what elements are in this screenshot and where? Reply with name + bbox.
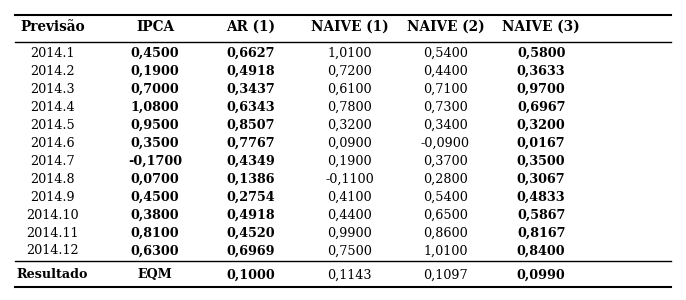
Text: 0,6500: 0,6500 xyxy=(423,208,468,222)
Text: 0,4349: 0,4349 xyxy=(226,155,275,168)
Text: 0,6627: 0,6627 xyxy=(226,47,275,60)
Text: 0,3067: 0,3067 xyxy=(517,173,565,186)
Text: 0,9900: 0,9900 xyxy=(327,226,372,239)
Text: 0,3200: 0,3200 xyxy=(517,119,565,132)
Text: IPCA: IPCA xyxy=(136,20,174,34)
Text: 0,5800: 0,5800 xyxy=(517,47,565,60)
Text: 2014.1: 2014.1 xyxy=(30,47,75,60)
Text: 0,5400: 0,5400 xyxy=(423,190,468,204)
Text: 0,8600: 0,8600 xyxy=(423,226,468,239)
Text: 0,0167: 0,0167 xyxy=(517,137,565,150)
Text: NAIVE (2): NAIVE (2) xyxy=(407,20,484,34)
Text: 0,1097: 0,1097 xyxy=(423,268,468,281)
Text: -0,1100: -0,1100 xyxy=(325,173,374,186)
Text: 0,4918: 0,4918 xyxy=(226,208,275,222)
Text: 0,9700: 0,9700 xyxy=(517,83,565,96)
Text: 0,0900: 0,0900 xyxy=(327,137,372,150)
Text: 0,4400: 0,4400 xyxy=(423,65,468,78)
Text: 0,4500: 0,4500 xyxy=(131,190,180,204)
Text: 0,7767: 0,7767 xyxy=(226,137,275,150)
Text: 0,7500: 0,7500 xyxy=(327,244,372,257)
Text: 0,1900: 0,1900 xyxy=(327,155,372,168)
Text: 2014.7: 2014.7 xyxy=(30,155,75,168)
Text: 0,8400: 0,8400 xyxy=(517,244,565,257)
Text: EQM: EQM xyxy=(138,268,172,281)
Text: 0,1000: 0,1000 xyxy=(226,268,275,281)
Text: 2014.9: 2014.9 xyxy=(30,190,75,204)
Text: 0,4833: 0,4833 xyxy=(517,190,565,204)
Text: 0,9500: 0,9500 xyxy=(131,119,180,132)
Text: -0,0900: -0,0900 xyxy=(421,137,470,150)
Text: 0,3400: 0,3400 xyxy=(423,119,468,132)
Text: 2014.5: 2014.5 xyxy=(30,119,75,132)
Text: 0,3800: 0,3800 xyxy=(131,208,180,222)
Text: 0,1386: 0,1386 xyxy=(226,173,275,186)
Text: NAIVE (1): NAIVE (1) xyxy=(311,20,389,34)
Text: 0,2754: 0,2754 xyxy=(226,190,275,204)
Text: 0,4400: 0,4400 xyxy=(327,208,372,222)
Text: 0,6100: 0,6100 xyxy=(327,83,372,96)
Text: 0,8167: 0,8167 xyxy=(517,226,565,239)
Text: 0,3200: 0,3200 xyxy=(327,119,372,132)
Text: 0,0700: 0,0700 xyxy=(131,173,180,186)
Text: 0,6343: 0,6343 xyxy=(226,101,275,114)
Text: Resultado: Resultado xyxy=(17,268,88,281)
Text: 0,4100: 0,4100 xyxy=(327,190,372,204)
Text: 0,8100: 0,8100 xyxy=(131,226,180,239)
Text: -0,1700: -0,1700 xyxy=(128,155,182,168)
Text: 0,5867: 0,5867 xyxy=(517,208,565,222)
Text: 2014.3: 2014.3 xyxy=(30,83,75,96)
Text: 0,7000: 0,7000 xyxy=(131,83,180,96)
Text: 0,8507: 0,8507 xyxy=(226,119,275,132)
Text: AR (1): AR (1) xyxy=(226,20,275,34)
Text: 0,2800: 0,2800 xyxy=(423,173,468,186)
Text: 0,7100: 0,7100 xyxy=(423,83,468,96)
Text: 2014.4: 2014.4 xyxy=(30,101,75,114)
Text: 2014.11: 2014.11 xyxy=(26,226,79,239)
Text: 0,4500: 0,4500 xyxy=(131,47,180,60)
Text: 0,7800: 0,7800 xyxy=(327,101,372,114)
Text: 0,3700: 0,3700 xyxy=(423,155,468,168)
Text: 2014.2: 2014.2 xyxy=(30,65,75,78)
Text: 0,7300: 0,7300 xyxy=(423,101,468,114)
Text: 0,7200: 0,7200 xyxy=(327,65,372,78)
Text: 0,6969: 0,6969 xyxy=(226,244,275,257)
Text: 0,1900: 0,1900 xyxy=(131,65,180,78)
Text: 0,0990: 0,0990 xyxy=(517,268,565,281)
Text: 1,0100: 1,0100 xyxy=(328,47,372,60)
Text: 0,4918: 0,4918 xyxy=(226,65,275,78)
Text: 0,3500: 0,3500 xyxy=(517,155,565,168)
Text: 1,0100: 1,0100 xyxy=(423,244,468,257)
Text: 0,1143: 0,1143 xyxy=(328,268,372,281)
Text: 0,3633: 0,3633 xyxy=(517,65,565,78)
Text: 2014.10: 2014.10 xyxy=(26,208,79,222)
Text: 0,3437: 0,3437 xyxy=(226,83,275,96)
Text: NAIVE (3): NAIVE (3) xyxy=(502,20,580,34)
Text: 0,4520: 0,4520 xyxy=(226,226,275,239)
Text: 0,6300: 0,6300 xyxy=(131,244,180,257)
Text: 2014.6: 2014.6 xyxy=(30,137,75,150)
Text: 0,6967: 0,6967 xyxy=(517,101,565,114)
Text: 0,5400: 0,5400 xyxy=(423,47,468,60)
Text: 2014.12: 2014.12 xyxy=(26,244,79,257)
Text: 0,3500: 0,3500 xyxy=(131,137,180,150)
Text: Previsão: Previsão xyxy=(21,20,85,34)
Text: 1,0800: 1,0800 xyxy=(131,101,180,114)
Text: 2014.8: 2014.8 xyxy=(30,173,75,186)
